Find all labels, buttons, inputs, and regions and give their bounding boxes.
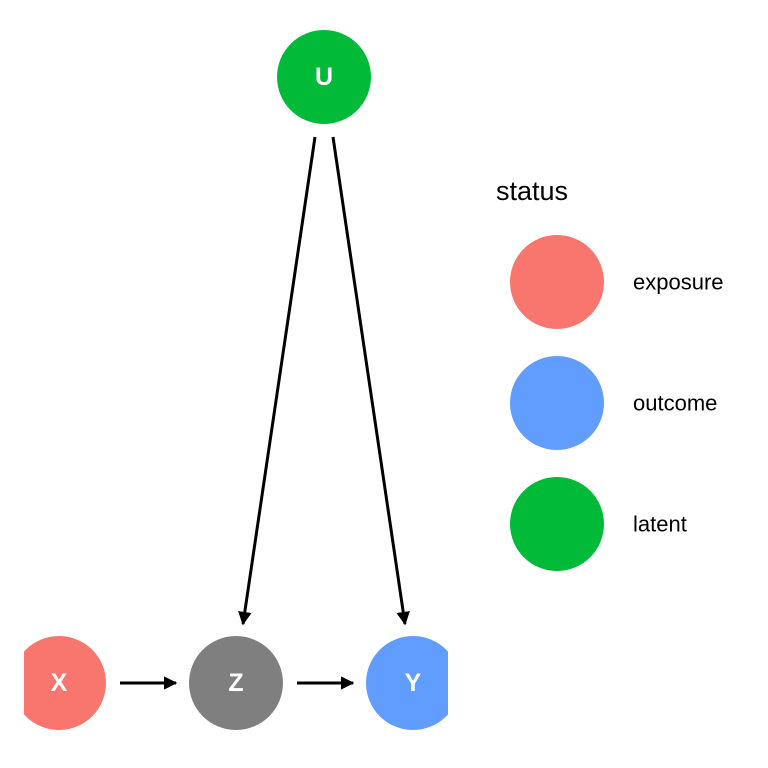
node-x: X xyxy=(24,636,106,730)
node-x-circle xyxy=(24,636,106,730)
legend: status exposure outcome latent xyxy=(496,176,724,571)
node-x-label: X xyxy=(51,669,68,697)
legend-key-exposure xyxy=(510,235,604,329)
legend-title: status xyxy=(496,176,568,206)
node-u-label: U xyxy=(315,63,333,91)
node-u: U xyxy=(277,30,371,124)
node-z-circle xyxy=(189,636,283,730)
legend-item-latent: latent xyxy=(510,477,687,571)
edge-u-y xyxy=(331,136,410,626)
edge-u-z xyxy=(238,136,317,626)
node-z-label: Z xyxy=(228,669,243,697)
node-y-label: Y xyxy=(405,669,422,697)
legend-key-latent xyxy=(510,477,604,571)
legend-label-latent: latent xyxy=(633,512,687,537)
legend-label-exposure: exposure xyxy=(633,270,724,295)
legend-key-outcome xyxy=(510,356,604,450)
legend-item-exposure: exposure xyxy=(510,235,724,329)
node-y: Y xyxy=(366,636,448,730)
node-y-circle xyxy=(366,636,448,730)
legend-label-outcome: outcome xyxy=(633,391,717,416)
node-u-circle xyxy=(277,30,371,124)
legend-item-outcome: outcome xyxy=(510,356,717,450)
node-z: Z xyxy=(189,636,283,730)
plot-panel: U X Z Y xyxy=(24,30,448,730)
